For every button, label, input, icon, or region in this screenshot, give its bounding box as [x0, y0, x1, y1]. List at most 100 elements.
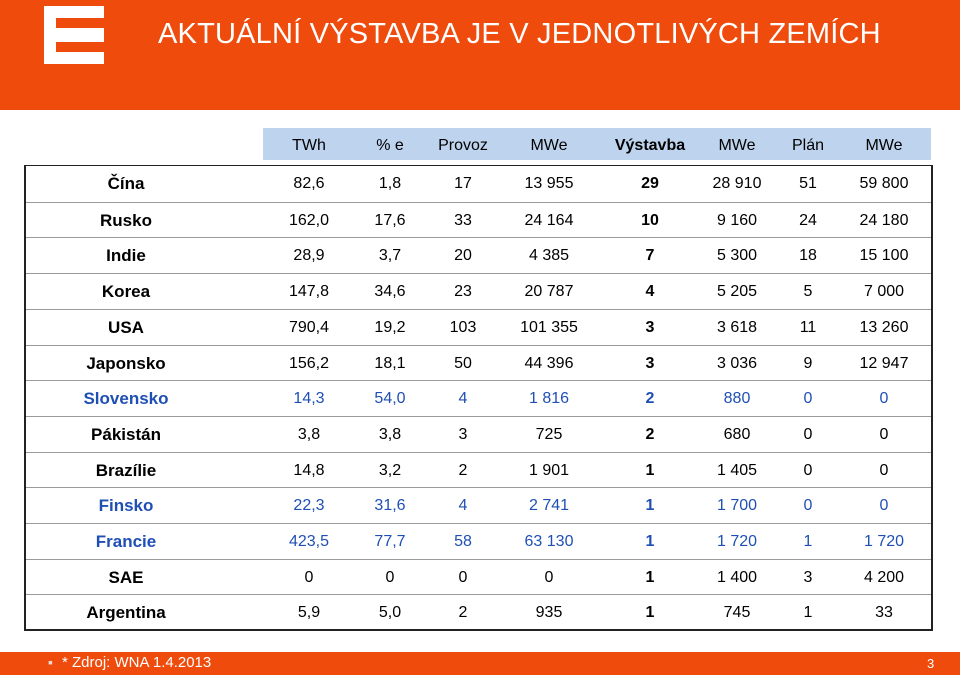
table-cell: 103 — [449, 318, 477, 336]
table-cell: 0 — [544, 568, 554, 586]
table-cell: 1 — [803, 604, 813, 622]
table-row: Japonsko 156,2 18,1 50 44 396 3 3 036 9 12 947 — [26, 344, 931, 379]
table-cell: 34,6 — [374, 283, 406, 301]
table-cell: 31,6 — [374, 497, 406, 515]
country-name: Finsko — [98, 496, 154, 516]
table-cell: 23 — [454, 283, 472, 301]
table-cell: 0 — [879, 425, 889, 443]
table-cell: 3 — [645, 318, 655, 336]
country-name: Francie — [95, 532, 157, 551]
table-cell: 11 — [799, 318, 817, 336]
table-cell: 13 260 — [859, 318, 909, 336]
page-title: AKTUÁLNÍ VÝSTAVBA JE V JEDNOTLIVÝCH ZEMÍ… — [158, 18, 881, 50]
table-cell: 14,3 — [293, 390, 325, 408]
table-cell: 3,8 — [297, 425, 321, 443]
table-cell: 4 — [458, 390, 468, 408]
data-table-frame — [24, 165, 933, 631]
table-cell: 19,2 — [374, 318, 406, 336]
country-name: Slovensko — [83, 389, 169, 409]
table-cell: 0 — [803, 390, 813, 408]
table-cell: 13 955 — [524, 175, 574, 192]
table-cell: 1 — [645, 604, 655, 622]
table-cell: 880 — [723, 390, 751, 408]
table-row: Rusko 162,0 17,6 33 24 164 10 9 160 24 24 180 — [26, 201, 931, 236]
table-cell: 1 816 — [528, 390, 570, 408]
table-cell: 0 — [458, 568, 468, 586]
table-cell: 790,4 — [288, 318, 330, 336]
table-cell: 10 — [641, 211, 659, 229]
table-cell: 423,5 — [288, 533, 330, 550]
table-cell: 3 618 — [716, 318, 758, 336]
table-cell: 5 205 — [716, 283, 758, 301]
header-bar: AKTUÁLNÍ VÝSTAVBA JE V JEDNOTLIVÝCH ZEMÍ… — [0, 0, 960, 110]
page-number: 3 — [927, 656, 935, 671]
table-cell: 5,9 — [297, 604, 321, 622]
table-cell: 2 — [458, 604, 468, 622]
table-row: SAE 0 0 0 0 1 1 400 3 4 200 — [26, 558, 931, 593]
table-cell: 82,6 — [293, 175, 325, 192]
footer-marker: ▪ — [48, 654, 53, 670]
table-cell: 24 180 — [859, 211, 909, 229]
table-cell: 4 385 — [528, 247, 570, 265]
table-cell: 5 — [803, 283, 813, 301]
table-cell: 18 — [799, 247, 817, 265]
column-header: MWe — [718, 137, 756, 154]
table-row: Francie 423,5 77,7 58 63 130 1 1 720 1 1 720 — [26, 523, 931, 557]
table-cell: 4 — [458, 497, 468, 515]
country-name: Pákistán — [91, 424, 161, 444]
table-cell: 28 910 — [712, 175, 762, 192]
table-cell: 2 — [645, 425, 655, 443]
table-cell: 1 — [645, 568, 655, 586]
table-cell: 3 036 — [716, 354, 758, 372]
column-header: MWe — [530, 137, 568, 154]
table-cell: 2 741 — [528, 497, 570, 515]
country-name: Indie — [106, 246, 146, 266]
table-cell: 1 — [645, 533, 655, 550]
table-cell: 58 — [454, 533, 472, 550]
table-cell: 22,3 — [293, 497, 325, 515]
country-name: Argentina — [86, 603, 166, 623]
table-cell: 1,8 — [378, 175, 402, 192]
country-name: Japonsko — [86, 353, 166, 373]
table-cell: 63 130 — [524, 533, 574, 550]
column-header: Plán — [791, 137, 825, 154]
table-cell: 18,1 — [374, 354, 406, 372]
table-cell: 12 947 — [859, 354, 909, 372]
table-cell: 5,0 — [378, 604, 402, 622]
table-cell: 725 — [535, 425, 563, 443]
column-header: % e — [376, 137, 404, 154]
table-row: Slovensko 14,3 54,0 4 1 816 2 880 0 0 — [26, 380, 931, 414]
table-cell: 3,8 — [378, 425, 402, 443]
table-cell: 77,7 — [374, 533, 406, 550]
table-cell: 0 — [803, 425, 813, 443]
table-row: Finsko 22,3 31,6 4 2 741 1 1 700 0 0 — [26, 487, 931, 521]
table-cell: 24 164 — [524, 211, 574, 229]
table-cell: 2 — [645, 390, 655, 408]
company-logo-icon — [44, 6, 104, 64]
table-cell: 1 — [645, 461, 655, 479]
column-header: TWh — [292, 137, 326, 154]
table-cell: 7 — [645, 247, 655, 265]
table-cell: 28,9 — [293, 247, 325, 265]
country-name: Brazílie — [95, 460, 157, 480]
country-name: Rusko — [100, 210, 152, 230]
table-cell: 54,0 — [374, 390, 406, 408]
table-cell: 1 405 — [716, 461, 758, 479]
column-header-band — [263, 128, 931, 160]
table-cell: 3 — [458, 425, 468, 443]
table-cell: 162,0 — [288, 211, 330, 229]
table-cell: 1 400 — [716, 568, 758, 586]
table-cell: 17 — [454, 175, 472, 192]
table-cell: 0 — [304, 568, 314, 586]
table-cell: 44 396 — [524, 354, 574, 372]
table-cell: 51 — [799, 175, 817, 192]
table-cell: 935 — [535, 604, 563, 622]
table-cell: 1 901 — [528, 461, 570, 479]
table-cell: 2 — [458, 461, 468, 479]
table-row: Čína 82,6 1,8 17 13 955 29 28 910 51 59 800 — [26, 166, 931, 200]
table-cell: 3 — [803, 568, 813, 586]
table-row: Pákistán 3,8 3,8 3 725 2 680 0 0 — [26, 415, 931, 450]
table-row: Korea 147,8 34,6 23 20 787 4 5 205 5 7 000 — [26, 273, 931, 307]
table-cell: 9 — [803, 354, 813, 372]
table-cell: 0 — [803, 497, 813, 515]
